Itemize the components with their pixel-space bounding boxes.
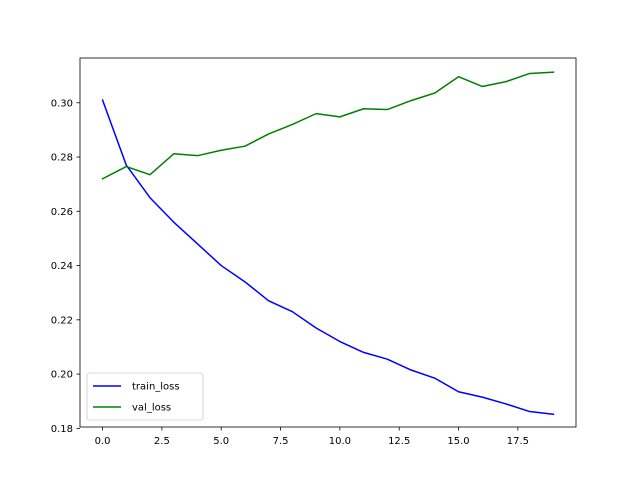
- x-tick-label: 2.5: [154, 436, 170, 447]
- x-tick-label: 10.0: [329, 436, 351, 447]
- y-tick-label: 0.22: [51, 315, 73, 326]
- axes-frame: [79, 57, 577, 428]
- x-tick-label: 5.0: [213, 436, 229, 447]
- y-tick-label: 0.20: [51, 370, 73, 381]
- legend-label-train_loss: train_loss: [132, 382, 180, 393]
- legend: train_loss val_loss: [86, 372, 204, 421]
- legend-label-val_loss: val_loss: [132, 403, 171, 414]
- series-line-val_loss: [101, 71, 555, 180]
- y-tick-label: 0.24: [51, 261, 73, 272]
- axis-ticks: 0.0 2.5 5.0 7.5 10.0 12.5 15.0 17.5 0.18 0.20 0.22…: [51, 98, 529, 447]
- y-tick-label: 0.30: [51, 98, 73, 109]
- y-tick-label: 0.26: [51, 207, 73, 218]
- plot-area: [101, 71, 555, 416]
- x-tick-label: 0.0: [95, 436, 111, 447]
- x-tick-label: 12.5: [388, 436, 410, 447]
- x-tick-label: 17.5: [507, 436, 529, 447]
- y-tick-label: 0.28: [51, 153, 73, 164]
- x-tick-label: 7.5: [273, 436, 289, 447]
- x-tick-label: 15.0: [447, 436, 469, 447]
- y-tick-label: 0.18: [51, 424, 73, 435]
- series-line-train_loss: [101, 99, 555, 416]
- legend-box: [86, 372, 204, 421]
